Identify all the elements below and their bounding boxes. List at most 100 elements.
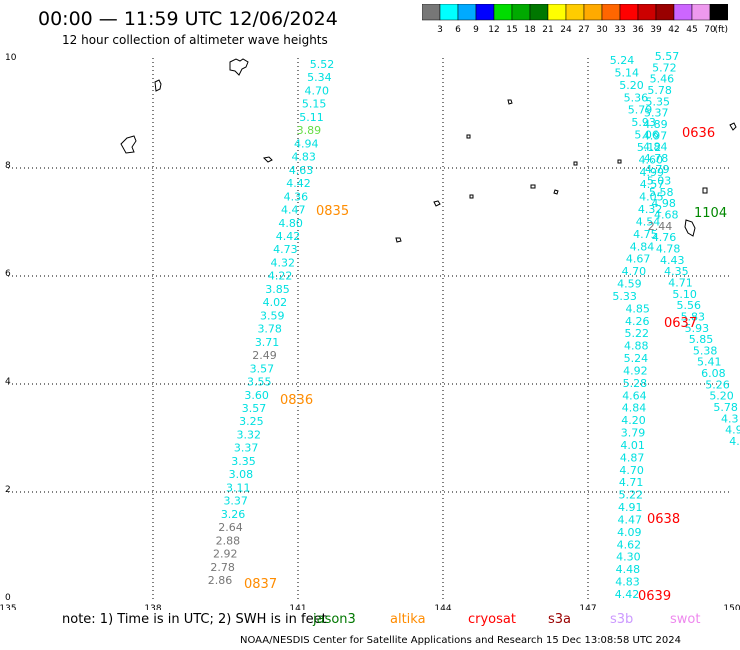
wave-height-value: 4.42 [615,588,640,601]
wave-height-value: 2.86 [208,574,233,587]
island-outline [729,122,737,131]
island-outline [553,189,559,195]
pass-time-label: 0637 [664,316,697,331]
satellite-legend-item: cryosat [468,612,516,627]
wave-height-value: 4.70 [619,464,644,477]
wave-height-value: 4.94 [294,137,319,150]
wave-height-value: 4.71 [619,476,644,489]
wave-height-value: 4.83 [615,576,640,589]
pass-time-label: 0837 [244,577,277,592]
footer-note: note: 1) Time is in UTC; 2) SWH is in fe… [62,612,327,627]
wave-height-value: 4.91 [618,501,643,514]
wave-height-value: 3.85 [265,283,290,296]
wave-height-value: 4.20 [621,414,646,427]
y-tick-label: 6 [5,269,11,279]
y-tick-label: 4 [5,377,11,387]
x-tick-label: 135 [0,604,17,610]
wave-height-value: 4.89 [643,118,668,131]
pass-time-label: 0639 [638,589,671,604]
wave-height-value: 5.83 [681,310,706,323]
island-outline [229,58,249,76]
wave-height-value: 4.47 [618,513,643,526]
wave-height-value: 4.01 [620,439,645,452]
scale-label: 36 [632,25,644,34]
credit-line: NOAA/NESDIS Center for Satellite Applica… [240,635,682,646]
scale-label: 45 [686,25,697,34]
y-tick-label: 10 [5,53,17,63]
wave-height-value: 3.57 [242,402,267,415]
wave-height-value: 5.36 [624,91,649,104]
satellite-legend-item: s3a [548,612,572,627]
wave-height-value: 3.60 [244,389,269,402]
wave-height-value: 3.71 [255,336,280,349]
axis-ticks: 135 138 141 144 147 150 0 2 4 6 8 10 [0,53,740,610]
wave-height-value: 4.64 [622,389,647,402]
wave-height-value: 4.88 [624,340,649,353]
wave-height-value: 3.11 [226,481,251,494]
island-outline [433,200,441,207]
wave-height-value: 5.33 [612,290,637,303]
scale-label: 24 [560,25,572,34]
wave-height-value: 4.54 [636,215,661,228]
wave-height-value: 4.47 [281,204,306,217]
wave-height-value: 5.38 [693,344,718,357]
island-outline [530,184,536,189]
wave-height-value: 4.87 [620,451,645,464]
y-tick-label: 2 [5,485,11,495]
wave-height-value: 5.06 [634,129,659,142]
wave-height-value: 5.20 [709,390,734,403]
island-outline [702,187,708,194]
scale-swatch [709,4,728,21]
wave-height-value: 5.20 [619,79,644,92]
wave-height-value: 4.60 [639,153,664,166]
wave-height-value: 4.67 [626,253,651,266]
wave-height-value: 5.12 [637,141,662,154]
wave-height-value: 4.98 [651,197,676,210]
map-subtitle: 12 hour collection of altimeter wave hei… [62,33,328,47]
island-outline [466,134,471,139]
island-outline [617,159,622,164]
island-outline [154,79,162,92]
wave-height-value: 4.42 [276,230,301,243]
wave-height-value: 4.78 [656,243,681,256]
scale-label: 15 [506,25,517,34]
wave-height-value: 4.05 [639,191,664,204]
wave-height-value: 5.22 [618,489,643,502]
satellite-legend-item: swot [670,612,701,627]
wave-height-value: 4.84 [630,240,655,253]
wave-height-value: 4.76 [652,231,677,244]
wave-height-value: 5.11 [299,111,324,124]
wave-height-value: 4.92 [623,364,648,377]
wave-height-value: 3.26 [221,508,246,521]
wave-height-value: 4.84 [643,141,668,154]
wave-height-value: 4.68 [654,209,679,222]
wave-height-value: 5.28 [623,377,648,390]
wave-height-value: 4.84 [622,402,647,415]
x-tick-label: 138 [144,604,161,610]
scale-label: 27 [578,25,589,34]
wave-height-value: 4.42 [286,177,311,190]
wave-height-value: 5.78 [713,401,738,414]
wave-height-value: 4.32 [271,256,296,269]
wave-height-value: 4.85 [625,302,650,315]
wave-height-value: 5.56 [676,299,701,312]
wave-height-value: 5.22 [625,327,650,340]
scale-label: 70 [704,25,716,34]
scale-label: 33 [614,25,625,34]
scale-label: 42 [668,25,679,34]
wave-height-value: 4.57 [640,178,665,191]
wave-height-values: 5.525.344.705.155.113.894.944.834.634.42… [208,50,740,601]
scale-label: 3 [437,25,443,34]
wave-height-value: 5.79 [628,104,653,117]
satellite-legend-item: jason3 [313,612,356,627]
wave-height-value: 3.89 [297,124,322,137]
wave-height-value: 2.78 [210,561,235,574]
wave-height-value: 4.99 [640,166,665,179]
pass-time-label: 1104 [694,206,727,221]
pass-time-label: 0836 [280,393,313,408]
scale-label: 18 [524,25,536,34]
scale-label: 6 [455,25,461,34]
map-title: 00:00 — 11:59 UTC 12/06/2024 [38,8,338,30]
wave-height-value: 4.32 [638,203,663,216]
